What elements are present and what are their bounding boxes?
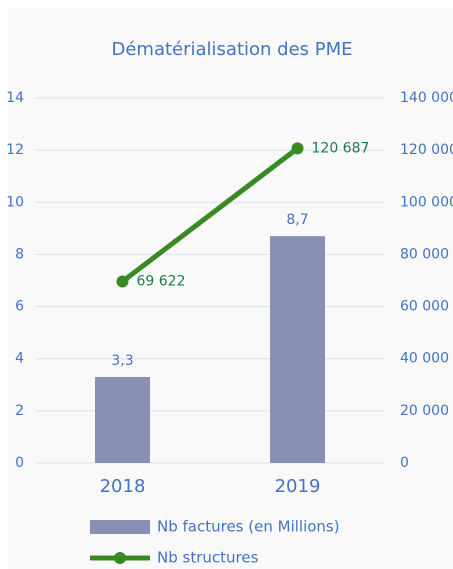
y-tick-label: 0 — [15, 455, 24, 471]
y2-tick-label: 140 000 — [400, 90, 453, 106]
y-tick-label: 6 — [15, 299, 24, 315]
y2-tick-label: 100 000 — [400, 194, 453, 210]
y-tick-label: 12 — [6, 142, 24, 158]
y-tick-label: 10 — [6, 194, 24, 210]
chart-background — [8, 8, 453, 569]
data-label: 69 622 — [137, 273, 186, 289]
y-tick-label: 14 — [6, 90, 24, 106]
legend-marker — [114, 552, 126, 564]
bar — [95, 376, 150, 463]
line — [120, 146, 300, 284]
chart-title: Dématérialisation des PME — [111, 39, 352, 60]
y-tick-label: 4 — [15, 351, 24, 367]
line-marker — [291, 142, 304, 155]
data-label: 3,3 — [111, 353, 133, 369]
line-marker — [116, 275, 129, 288]
y2-tick-label: 0 — [400, 455, 409, 471]
legend-label: Nb factures (en Millions) — [157, 518, 340, 536]
y2-tick-label: 80 000 — [400, 246, 449, 262]
x-tick-label: 2018 — [100, 476, 146, 497]
x-tick-label: 2019 — [275, 476, 321, 497]
y2-tick-label: 120 000 — [400, 142, 453, 158]
bar — [270, 236, 325, 463]
data-label: 8,7 — [286, 212, 308, 228]
data-label: 120 687 — [312, 140, 370, 156]
y2-tick-label: 60 000 — [400, 299, 449, 315]
legend-swatch — [90, 520, 150, 534]
y2-tick-label: 40 000 — [400, 351, 449, 367]
y-tick-label: 2 — [15, 403, 24, 419]
legend-label: Nb structures — [157, 549, 259, 567]
y2-tick-label: 20 000 — [400, 403, 449, 419]
y-tick-label: 8 — [15, 246, 24, 262]
